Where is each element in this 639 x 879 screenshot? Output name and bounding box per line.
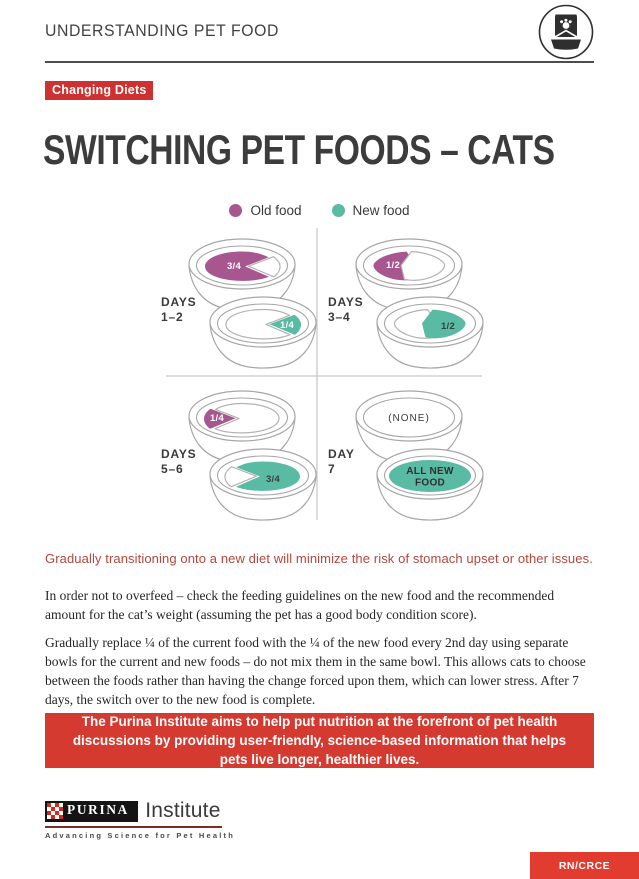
mission-banner: The Purina Institute aims to help put nu… [45,713,594,768]
day-label: DAYS [328,295,363,309]
legend-label: New food [352,203,410,218]
old-food-bowl: 3/4 [188,238,296,311]
purina-institute-logo: PURINA Institute Advancing Science for P… [45,799,275,840]
bowl-portion: 1/2 [373,251,446,281]
day-range: 1–2 [161,310,183,324]
day-range: 7 [328,462,335,476]
new-food-bowl: 1/2 [376,296,484,369]
category-badge: Changing Diets [45,81,154,100]
document-code: RN/CRCE [558,859,611,872]
bowl-portion: (NONE) [388,413,430,424]
header-divider [45,61,594,63]
highlight-note: Gradually transitioning onto a new diet … [45,551,593,566]
portion-label: 1/2 [386,260,400,271]
food-transition-diagram: DAYS 1–2 3/4 1/4 DAYS 3–4 1/2 1/2 DAYS 5–6 1/4 3/4 D… [152,226,488,526]
mission-banner-text: The Purina Institute aims to help put nu… [72,714,567,767]
portion-label: ALL NEW FOOD [406,466,454,489]
bowl-diagram-svg: DAYS1–23/41/4DAYS3–41/21/2DAYS5–61/43/4D… [161,228,484,521]
portion-label: 1/4 [280,320,295,331]
day-label: DAYS [161,295,196,309]
day-label: DAYS [161,447,196,461]
bowl-portion: 1/4 [203,402,280,434]
portion-label: 1/2 [441,321,455,332]
brand-name: PURINA [67,803,129,818]
legend-item-old-food: Old food [229,203,302,218]
bowl-portion: 1/2 [393,309,466,339]
portion-label: 1/4 [210,413,225,424]
new-food-swatch [331,204,345,217]
page-title: SWITCHING PET FOODS – CATS [43,126,555,173]
bowl-portion: 3/4 [205,251,281,281]
bowl-portion: 3/4 [224,461,300,491]
new-food-bowl: 1/4 [209,296,317,369]
legend-label: Old food [250,203,302,218]
page-header-title: UNDERSTANDING PET FOOD [45,21,279,40]
purina-checkerboard-icon [47,803,63,819]
new-food-bowl: 3/4 [209,448,317,521]
legend: Old food New food [0,203,639,218]
day-range: 5–6 [161,462,183,476]
old-food-bowl: 1/4 [188,390,296,463]
day-label: DAY [328,447,355,461]
pet-food-bag-and-bowl-icon [537,3,595,66]
logo-divider [45,826,222,828]
paragraph: In order not to overfeed – check the fee… [45,588,555,622]
old-food-swatch [229,204,243,217]
brand-suffix: Institute [145,799,221,822]
portion-label: 3/4 [266,474,281,485]
bowl-portion: ALL NEW FOOD [389,460,471,492]
portion-label: 3/4 [227,261,242,272]
new-food-bowl: ALL NEW FOOD [376,448,484,521]
brand-tagline: Advancing Science for Pet Health [45,831,236,840]
purina-logo-bar: PURINA [45,800,139,822]
legend-item-new-food: New food [331,203,410,218]
portion-label: (NONE) [388,413,430,424]
paragraph: Gradually replace ¼ of the current food … [45,635,586,707]
document-code-badge: RN/CRCE [530,852,639,879]
day-range: 3–4 [328,310,350,324]
bowl-rim-inner [362,397,456,438]
bowl-portion: 1/4 [225,308,302,340]
